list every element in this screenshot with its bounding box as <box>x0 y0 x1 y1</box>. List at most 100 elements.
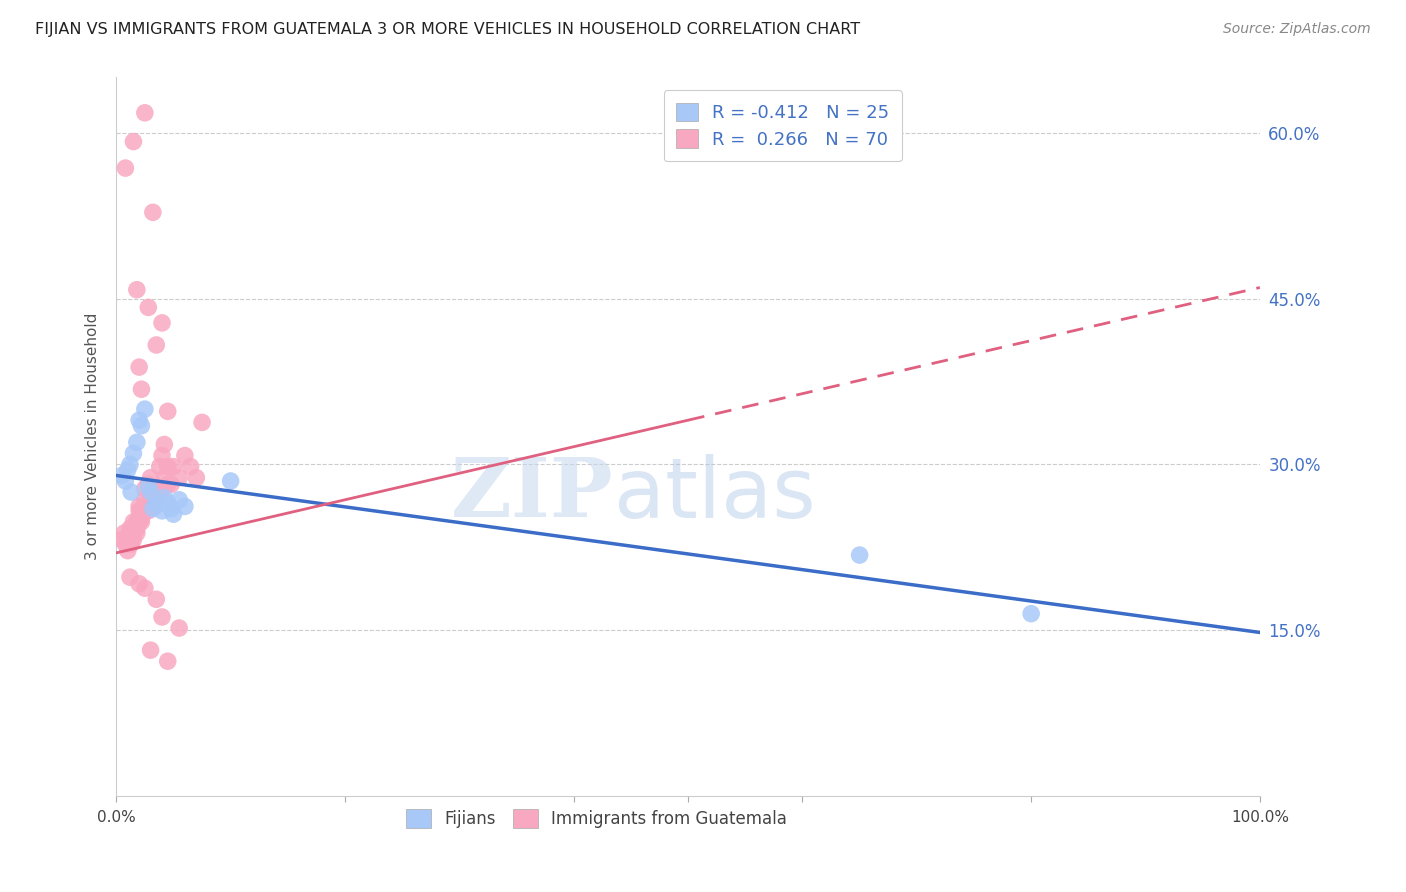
Point <box>173 449 195 463</box>
Point <box>125 522 148 536</box>
Point <box>139 482 162 496</box>
Point <box>156 477 179 491</box>
Point <box>122 533 145 547</box>
Point <box>150 482 173 496</box>
Point <box>156 404 179 418</box>
Point <box>122 522 145 536</box>
Point <box>167 621 190 635</box>
Point <box>112 525 135 540</box>
Point <box>111 468 134 483</box>
Point <box>131 504 153 518</box>
Point <box>134 402 156 417</box>
Point <box>153 471 176 485</box>
Legend: Fijians, Immigrants from Guatemala: Fijians, Immigrants from Guatemala <box>399 802 793 835</box>
Point <box>162 507 184 521</box>
Point <box>136 301 159 315</box>
Point <box>150 610 173 624</box>
Point <box>848 548 870 562</box>
Point <box>136 479 159 493</box>
Point <box>114 474 136 488</box>
Text: FIJIAN VS IMMIGRANTS FROM GUATEMALA 3 OR MORE VEHICLES IN HOUSEHOLD CORRELATION : FIJIAN VS IMMIGRANTS FROM GUATEMALA 3 OR… <box>35 22 860 37</box>
Point <box>117 463 139 477</box>
Point <box>1019 607 1042 621</box>
Point <box>180 459 202 474</box>
Point <box>125 525 148 540</box>
Point <box>128 413 150 427</box>
Point <box>122 446 145 460</box>
Point <box>186 471 208 485</box>
Point <box>134 482 156 496</box>
Point <box>149 488 172 502</box>
Point <box>145 496 167 510</box>
Point <box>167 471 190 485</box>
Point <box>142 488 165 502</box>
Point <box>191 416 214 430</box>
Point <box>173 500 195 514</box>
Point <box>150 504 173 518</box>
Point <box>219 474 242 488</box>
Point <box>134 581 156 595</box>
Point <box>125 515 148 529</box>
Point <box>150 449 173 463</box>
Point <box>125 435 148 450</box>
Point <box>149 459 172 474</box>
Point <box>128 500 150 514</box>
Point <box>153 491 176 505</box>
Point <box>131 418 153 433</box>
Point <box>128 515 150 529</box>
Text: Source: ZipAtlas.com: Source: ZipAtlas.com <box>1223 22 1371 37</box>
Point <box>156 654 179 668</box>
Point <box>139 485 162 500</box>
Point <box>156 496 179 510</box>
Point <box>114 161 136 175</box>
Point <box>156 459 179 474</box>
Point <box>139 492 162 507</box>
Point <box>162 459 184 474</box>
Point <box>128 504 150 518</box>
Point <box>118 525 141 540</box>
Point <box>134 500 156 514</box>
Point <box>150 316 173 330</box>
Point <box>145 592 167 607</box>
Point <box>128 360 150 375</box>
Point <box>131 515 153 529</box>
Point <box>120 485 142 500</box>
Point <box>128 576 150 591</box>
Point <box>122 135 145 149</box>
Point <box>149 496 172 510</box>
Text: atlas: atlas <box>614 454 815 535</box>
Point <box>117 533 139 547</box>
Point <box>142 205 165 219</box>
Point <box>142 500 165 514</box>
Point <box>128 510 150 524</box>
Point <box>118 522 141 536</box>
Point <box>120 537 142 551</box>
Text: ZIP: ZIP <box>451 454 614 534</box>
Point <box>136 504 159 518</box>
Point <box>136 477 159 491</box>
Point <box>117 543 139 558</box>
Point <box>131 510 153 524</box>
Point <box>160 501 183 516</box>
Point <box>145 482 167 496</box>
Point <box>145 488 167 502</box>
Point <box>145 338 167 352</box>
Point <box>134 504 156 518</box>
Point <box>136 500 159 514</box>
Point <box>134 492 156 507</box>
Point <box>111 533 134 547</box>
Point <box>118 570 141 584</box>
Point <box>118 458 141 472</box>
Point <box>134 105 156 120</box>
Point <box>167 492 190 507</box>
Point <box>139 643 162 657</box>
Point <box>125 283 148 297</box>
Point <box>114 537 136 551</box>
Point <box>139 471 162 485</box>
Point <box>142 501 165 516</box>
Point <box>122 515 145 529</box>
Y-axis label: 3 or more Vehicles in Household: 3 or more Vehicles in Household <box>86 313 100 560</box>
Point <box>131 382 153 396</box>
Point <box>120 525 142 540</box>
Point <box>160 477 183 491</box>
